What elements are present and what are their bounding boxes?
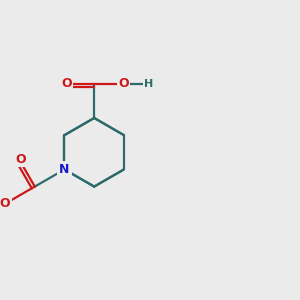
Text: O: O (15, 153, 26, 166)
Text: O: O (0, 197, 11, 210)
Text: H: H (145, 79, 154, 89)
Text: O: O (118, 77, 129, 90)
Text: O: O (61, 77, 71, 90)
Text: N: N (59, 163, 70, 176)
